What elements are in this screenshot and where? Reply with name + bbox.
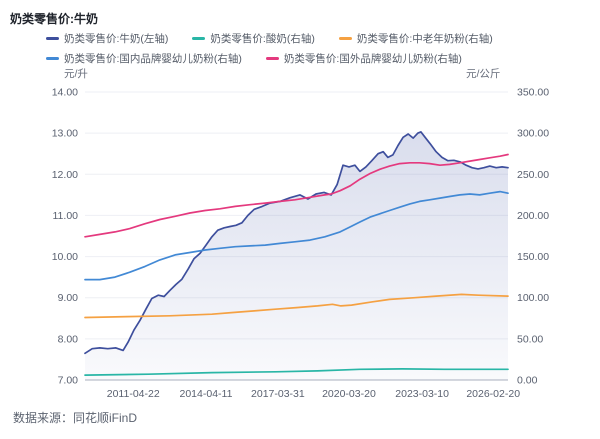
legend-line-icon [46, 57, 59, 60]
y-axis-tick-right: 100.00 [517, 292, 549, 304]
y-axis-tick-right: 150.00 [517, 251, 549, 263]
legend-item-label: 奶类零售价:国内品牌婴幼儿奶粉(右轴) [64, 53, 242, 65]
legend-item-domestic-infant-formula[interactable]: 奶类零售价:国内品牌婴幼儿奶粉(右轴) [46, 51, 242, 66]
y-axis-tick-left: 9.00 [58, 292, 79, 304]
x-axis-tick: 2017-03-31 [251, 388, 305, 400]
series-line-foreign-infant-formula [84, 153, 509, 238]
y-axis-tick-left: 14.00 [52, 87, 78, 99]
data-source-label: 数据来源：同花顺iFinD [13, 411, 138, 425]
y-axis-tick-right: 50.00 [517, 333, 543, 345]
series-area-milk [85, 131, 508, 380]
y-axis-tick-left: 12.00 [52, 169, 78, 181]
left-axis-unit-label: 元/升 [64, 68, 88, 80]
y-axis-tick-left: 10.00 [52, 251, 78, 263]
x-axis-tick: 2011-04-22 [107, 388, 160, 400]
y-axis-tick-right: 350.00 [517, 87, 549, 99]
legend-row: 奶类零售价:牛奶(左轴) 奶类零售价:酸奶(右轴) 奶类零售价:中老年奶粉(右轴) [46, 31, 526, 46]
x-axis-tick: 2014-04-11 [180, 388, 233, 400]
legend-item-label: 奶类零售价:国外品牌婴幼儿奶粉(右轴) [283, 53, 462, 65]
series-line-yogurt [84, 368, 509, 376]
legend: 奶类零售价:牛奶(左轴) 奶类零售价:酸奶(右轴) 奶类零售价:中老年奶粉(右轴) 奶… [46, 31, 526, 66]
y-axis-tick-left: 8.00 [58, 333, 79, 345]
legend-line-icon [265, 57, 279, 60]
legend-item-label: 奶类零售价:酸奶(右轴) [210, 33, 315, 45]
legend-row: 奶类零售价:国内品牌婴幼儿奶粉(右轴) 奶类零售价:国外品牌婴幼儿奶粉(右轴) [46, 51, 526, 66]
y-axis-tick-left: 7.00 [58, 375, 79, 387]
series-line-domestic-infant-formula [84, 190, 509, 281]
legend-item-adult-milk-powder[interactable]: 奶类零售价:中老年奶粉(右轴) [338, 31, 493, 46]
legend-line-icon [338, 37, 352, 40]
series-line-adult-milk-powder [84, 293, 509, 319]
right-axis-unit-label: 元/公斤 [466, 68, 501, 80]
legend-item-milk[interactable]: 奶类零售价:牛奶(左轴) [46, 31, 168, 46]
x-axis-tick: 2020-03-20 [322, 388, 376, 400]
legend-line-icon [46, 37, 59, 40]
y-axis-tick-left: 13.00 [52, 128, 78, 140]
series-line-milk [84, 131, 509, 355]
y-axis-tick-right: 300.00 [517, 128, 549, 140]
legend-item-yogurt[interactable]: 奶类零售价:酸奶(右轴) [192, 31, 315, 46]
legend-line-icon [192, 37, 206, 40]
y-axis-tick-right: 0.00 [517, 375, 538, 387]
y-axis-tick-left: 11.00 [53, 210, 79, 222]
y-axis-tick-right: 200.00 [517, 210, 549, 222]
x-axis-tick: 2026-02-20 [466, 388, 520, 400]
x-axis-tick: 2023-03-10 [395, 388, 449, 400]
page-title: 奶类零售价:牛奶 [10, 12, 98, 26]
y-axis-tick-right: 250.00 [517, 169, 549, 181]
legend-item-label: 奶类零售价:牛奶(左轴) [64, 33, 169, 45]
legend-item-label: 奶类零售价:中老年奶粉(右轴) [356, 33, 493, 45]
legend-item-foreign-infant-formula[interactable]: 奶类零售价:国外品牌婴幼儿奶粉(右轴) [265, 51, 462, 66]
